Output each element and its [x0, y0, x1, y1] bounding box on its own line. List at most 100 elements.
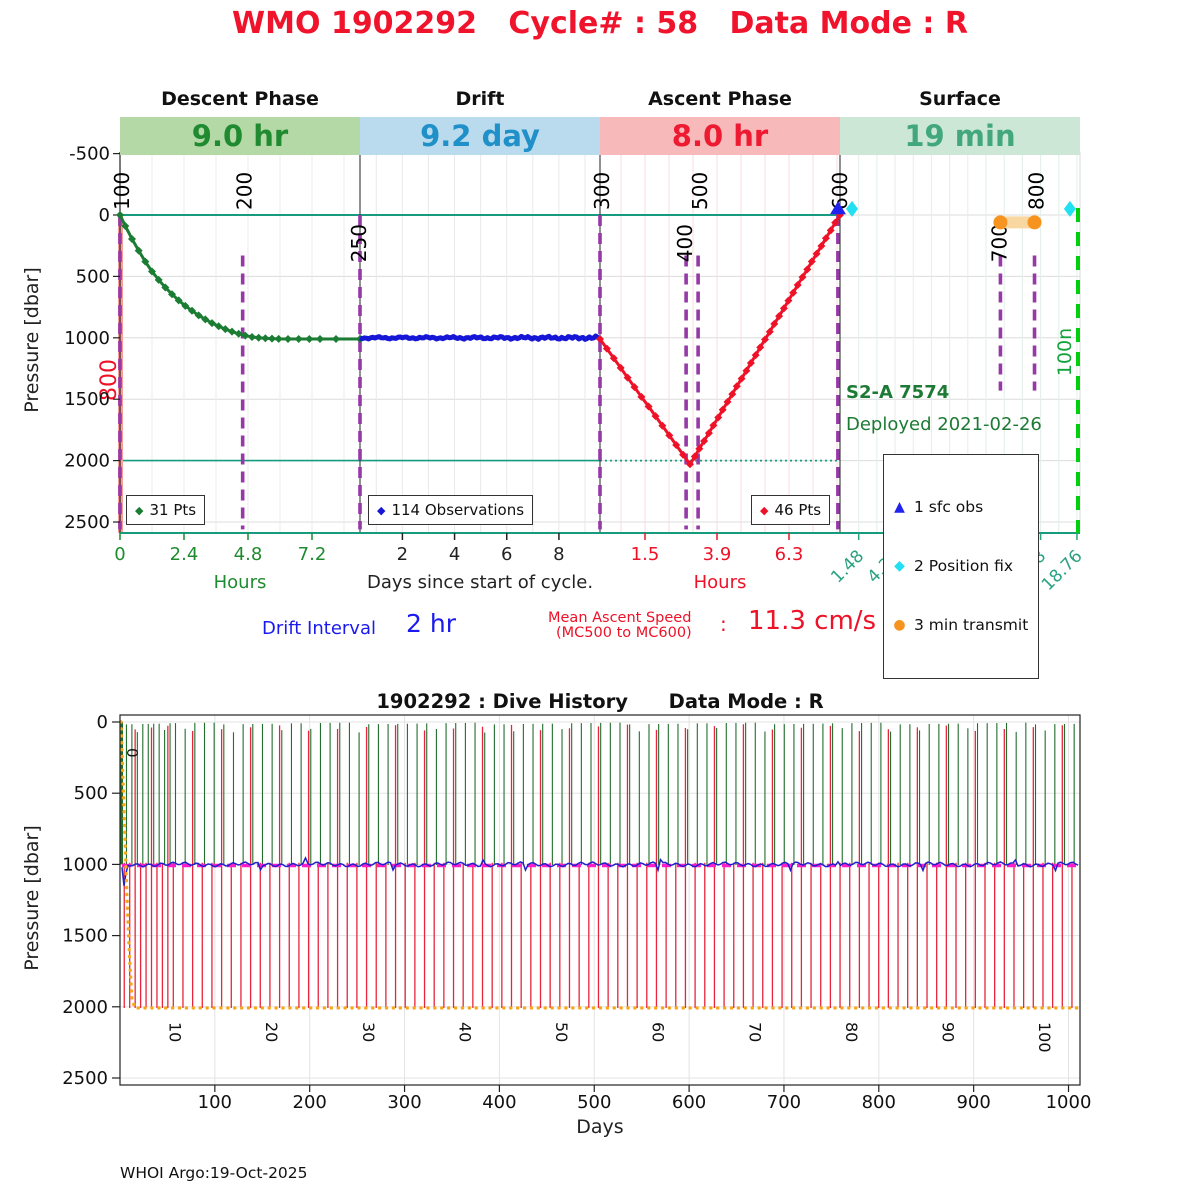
- cycle-label: 40: [455, 1022, 474, 1042]
- phase-header-drift: Drift: [455, 88, 505, 110]
- event-code-label: 600: [828, 172, 852, 210]
- event-code-label: 800: [1025, 172, 1049, 210]
- phase-banner-surface: 19 min: [840, 117, 1080, 155]
- bottom-y-axis-label: Pressure [dbar]: [21, 825, 43, 971]
- top-x-tick-label: 6.3: [775, 544, 804, 565]
- red-diamond-icon: ◆: [760, 503, 769, 517]
- phase-header-surface: Surface: [919, 88, 1001, 110]
- top-y-axis-label: Pressure [dbar]: [21, 267, 43, 413]
- footer-credit: WHOI Argo:19-Oct-2025: [120, 1164, 308, 1182]
- bottom-axis: 100 200 300 400 500 600 700 800 900 1000050010001…: [62, 712, 1091, 1113]
- min-transmit-marker: [993, 215, 1008, 230]
- axis-title-hours-descent: Hours: [213, 572, 267, 593]
- cycle-label: 80: [842, 1022, 861, 1042]
- blue-diamond-icon: ◆: [377, 503, 386, 517]
- top-x-tick-label: 6: [501, 544, 512, 565]
- axis-title-days: Days since start of cycle.: [366, 572, 594, 593]
- deployed-date-annotation: Deployed 2021-02-26: [846, 414, 1042, 435]
- drift-series: [359, 333, 601, 342]
- axis-title-hours-ascent: Hours: [693, 572, 747, 593]
- min-transmit-circle-icon: ●: [893, 616, 906, 633]
- top-y-tick-label: 1500: [64, 389, 110, 410]
- cycle-label: 10: [166, 1022, 185, 1042]
- reference-lines: [118, 214, 838, 533]
- ascent-speed-label-line1: Mean Ascent Speed: [548, 610, 692, 626]
- cycle-label: 20: [262, 1022, 281, 1042]
- event-code-label: 300: [590, 172, 614, 210]
- sfc-obs-triangle-icon: ▲: [894, 498, 905, 515]
- bottom-x-tick-label: 600: [672, 1092, 706, 1113]
- legend-label: 3 min transmit: [914, 615, 1029, 634]
- bottom-y-tick-label: 500: [74, 783, 108, 804]
- top-y-tick-label: 0: [99, 205, 110, 226]
- bottom-x-tick-label: 300: [387, 1092, 421, 1113]
- bottom-x-tick-label: 900: [956, 1092, 990, 1113]
- bottom-y-tick-label: 2500: [62, 1068, 108, 1089]
- page-title: WMO 1902292 Cycle# : 58 Data Mode : R: [232, 6, 968, 41]
- drift-interval-value: 2 hr: [406, 609, 456, 638]
- top-y-tick-label: -500: [69, 144, 110, 165]
- top-x-tick-label: 3.9: [703, 544, 732, 565]
- bottom-x-tick-label: 700: [767, 1092, 801, 1113]
- ascent-points-label: 46 Pts: [774, 501, 822, 519]
- top-x-tick-label: 4: [449, 544, 460, 565]
- event-code-label: 400: [673, 224, 697, 262]
- float-id-annotation: S2-A 7574: [846, 382, 950, 403]
- ascent-speed-colon: :: [720, 612, 727, 636]
- cycle-label-0: 0: [123, 748, 141, 758]
- legend: ▲ 1 sfc obs ◆ 2 Position fix ● 3 min tra…: [883, 454, 1039, 679]
- minutes-tick-label: 18.76: [1038, 546, 1087, 595]
- ascent-speed-label-line2: (MC500 to MC600): [556, 625, 692, 641]
- descent-series: [116, 211, 364, 344]
- cycle-label: 60: [649, 1022, 668, 1042]
- prev-cycle-800-label: 800: [97, 359, 122, 401]
- top-x-tick-label: 1.5: [631, 544, 660, 565]
- bottom-x-tick-label: 200: [293, 1092, 327, 1113]
- legend-item-min-transmit: ● 3 min transmit: [892, 614, 1030, 635]
- phase-banner-drift: 9.2 day: [360, 117, 600, 155]
- profile-depth-line: [119, 720, 1082, 1010]
- position-fix-marker: [1063, 200, 1076, 217]
- park-pressure-trace: [121, 856, 1079, 886]
- dive-history-cycles: [120, 722, 1075, 1008]
- legend-label: 2 Position fix: [914, 556, 1014, 575]
- bottom-x-tick-label: 500: [577, 1092, 611, 1113]
- legend-item-sfc-obs: ▲ 1 sfc obs: [892, 496, 1030, 517]
- event-code-label: 200: [233, 172, 257, 210]
- ascent-series: [596, 211, 844, 469]
- top-y-tick-label: 2500: [64, 512, 110, 533]
- descent-points-badge: ◆ 31 Pts: [126, 495, 206, 525]
- event-code-label: 500: [688, 172, 712, 210]
- top-x-tick-label: 7.2: [298, 544, 327, 565]
- bottom-x-axis-label: Days: [576, 1116, 624, 1138]
- top-x-tick-label: 0: [114, 544, 125, 565]
- legend-label: 1 sfc obs: [914, 497, 984, 516]
- drift-points-badge: ◆ 114 Observations: [368, 495, 534, 525]
- surface-markers: [830, 200, 1076, 230]
- cycle-label: 90: [939, 1022, 958, 1042]
- sfc-obs-marker: [830, 201, 846, 215]
- cycle-label: 100: [1035, 1022, 1054, 1053]
- top-y-tick-label: 2000: [64, 451, 110, 472]
- bottom-x-tick-label: 400: [482, 1092, 516, 1113]
- bottom-y-tick-label: 2000: [62, 997, 108, 1018]
- cycle-label: 50: [552, 1022, 571, 1042]
- cycle-label: 70: [745, 1022, 764, 1042]
- dive-history-title: 1902292 : Dive History Data Mode : R: [376, 690, 824, 713]
- phase-banner-ascent: 8.0 hr: [600, 117, 840, 155]
- top-x-tick-label: 4.8: [234, 544, 263, 565]
- position-fix-marker: [846, 200, 858, 217]
- top-x-tick-label: 2: [397, 544, 408, 565]
- cycle-number-labels: 0 10 20 30 40 50 60 70 80 90 100: [123, 748, 1054, 1053]
- green-diamond-icon: ◆: [135, 503, 144, 517]
- bottom-y-tick-label: 0: [97, 712, 108, 733]
- position-fix-diamond-icon: ◆: [894, 557, 905, 574]
- phase-header-ascent: Ascent Phase: [648, 88, 792, 110]
- top-y-tick-label: 500: [76, 266, 110, 287]
- legend-item-position-fix: ◆ 2 Position fix: [892, 555, 1030, 576]
- phase-header-descent: Descent Phase: [161, 88, 319, 110]
- min-transmit-marker: [1027, 215, 1042, 230]
- drift-interval-label: Drift Interval: [262, 618, 376, 639]
- bottom-y-tick-label: 1500: [62, 926, 108, 947]
